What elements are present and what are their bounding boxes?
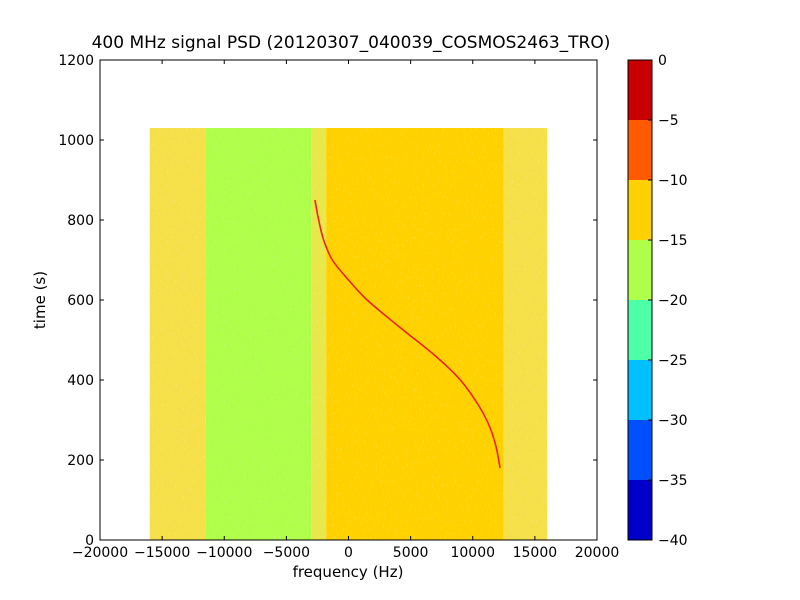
x-tick-label-3: −5000 [263, 545, 310, 561]
colorbar-tick-label-4: −20 [658, 293, 688, 309]
x-tick-label-0: −20000 [72, 545, 128, 561]
colorbar-tick-label-7: −35 [658, 473, 688, 489]
colorbar-level-4 [628, 240, 652, 300]
y-tick-label-1: 200 [67, 453, 94, 469]
heatmap-texture-2 [311, 128, 327, 540]
y-tick-label-4: 800 [67, 213, 94, 229]
heatmap-texture-3 [326, 128, 504, 540]
colorbar-tick-label-6: −30 [658, 413, 688, 429]
heatmap-texture-0 [149, 128, 206, 540]
y-axis-label: time (s) [31, 271, 49, 329]
y-tick-label-3: 600 [67, 293, 94, 309]
colorbar: 0 −5 −10 −15 −20 −25 −30 −35 −40 [627, 53, 688, 549]
y-tick-label-6: 1200 [58, 53, 94, 69]
y-tick-label-5: 1000 [58, 133, 94, 149]
heatmap-texture-4 [503, 128, 548, 540]
colorbar-tick-label-2: −10 [658, 173, 688, 189]
colorbar-level-6 [628, 120, 652, 180]
x-tick-label-6: 10000 [450, 545, 495, 561]
chart-title: 400 MHz signal PSD (20120307_040039_COSM… [92, 33, 611, 53]
y-tick-label-0: 0 [85, 533, 94, 549]
colorbar-tick-label-5: −25 [658, 353, 688, 369]
colorbar-tick-label-1: −5 [658, 113, 679, 129]
colorbar-levels [628, 60, 652, 540]
x-tick-label-5: 5000 [393, 545, 429, 561]
signal-trace [314, 199, 501, 469]
colorbar-level-2 [628, 360, 652, 420]
x-tick-label-2: −10000 [196, 545, 252, 561]
colorbar-frame [627, 59, 653, 541]
colorbar-level-1 [628, 420, 652, 480]
plot-frame [99, 59, 598, 541]
colorbar-tick-label-3: −15 [658, 233, 688, 249]
colorbar-level-3 [628, 300, 652, 360]
colorbar-level-0 [628, 480, 652, 540]
x-tick-labels: −20000 −15000 −10000 −5000 0 5000 10000 15000 20… [72, 545, 619, 561]
plot-area [99, 59, 598, 541]
x-tick-label-4: 0 [344, 545, 353, 561]
colorbar-tick-label-8: −40 [658, 533, 688, 549]
x-axis-label: frequency (Hz) [293, 563, 404, 581]
x-tick-label-7: 15000 [513, 545, 558, 561]
colorbar-level-5 [628, 180, 652, 240]
signal-trace-layer [314, 199, 501, 469]
x-tick-label-1: −15000 [134, 545, 190, 561]
y-tick-labels: 0 200 400 600 800 1000 1200 [58, 53, 94, 549]
colorbar-tick-label-0: 0 [658, 53, 667, 69]
colorbar-ticks: 0 −5 −10 −15 −20 −25 −30 −35 −40 [648, 53, 688, 549]
y-tick-label-2: 400 [67, 373, 94, 389]
colorbar-level-7 [628, 60, 652, 120]
x-tick-label-8: 20000 [575, 545, 620, 561]
heatmap [149, 128, 548, 540]
heatmap-texture-1 [205, 128, 312, 540]
